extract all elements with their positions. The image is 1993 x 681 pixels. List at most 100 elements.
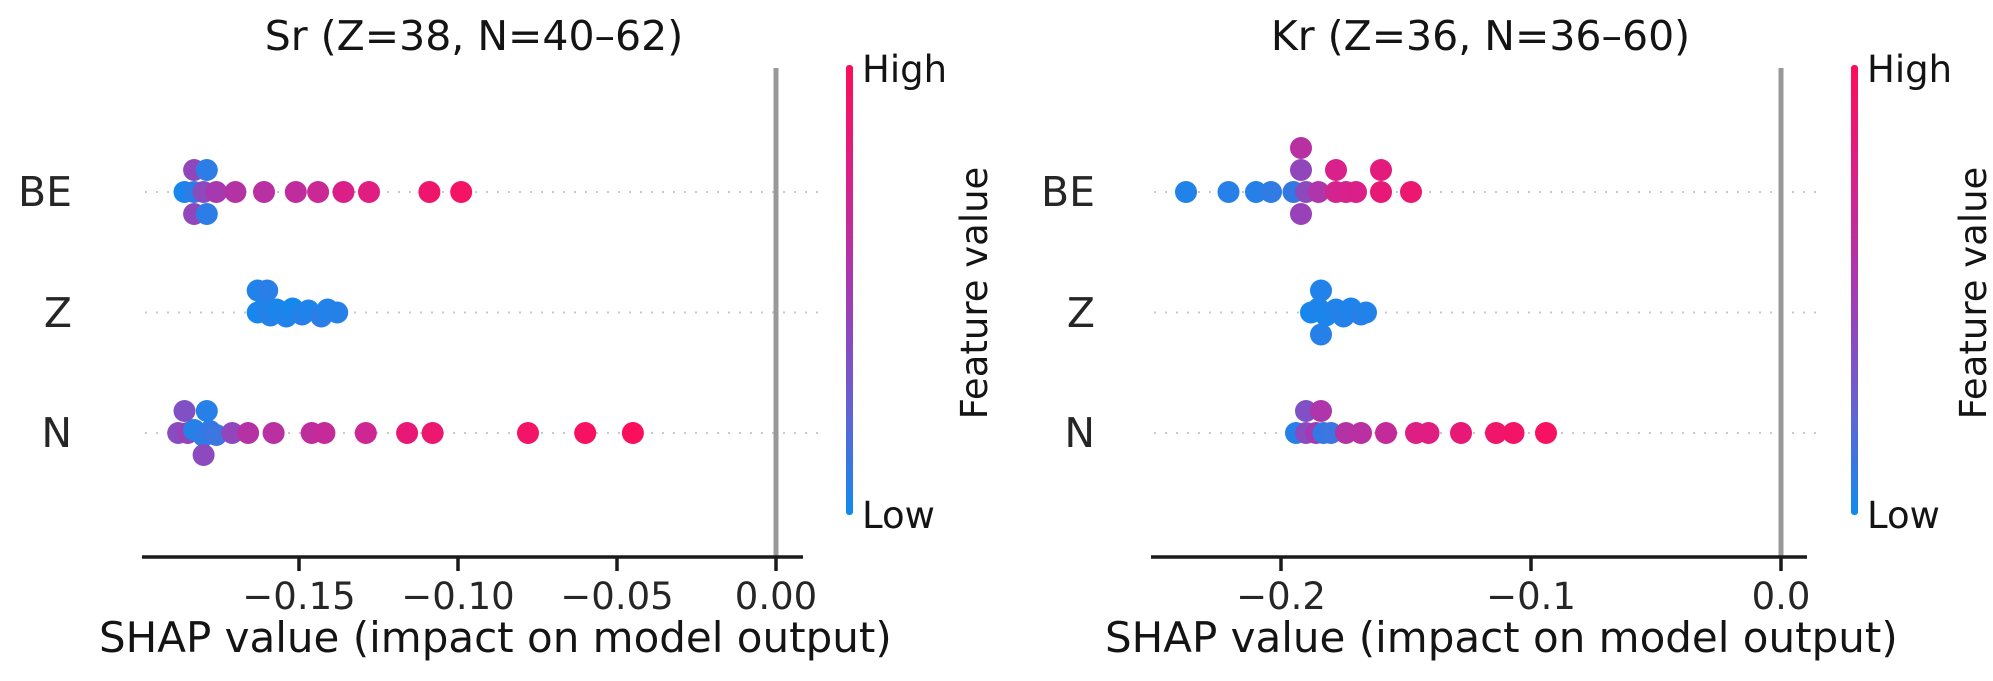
x-tick-label: −0.1: [1486, 575, 1576, 618]
data-point-n: [517, 422, 539, 444]
data-point-n: [621, 422, 644, 444]
colorbar-title-kr: Feature value: [1952, 166, 1993, 420]
data-point-n: [1312, 422, 1335, 444]
y-axis-label-z-kr: Z: [1066, 288, 1095, 337]
data-point-n: [1335, 422, 1357, 444]
data-point-z: [246, 279, 269, 302]
colorbar-kr: [1851, 65, 1858, 515]
data-point-n: [1320, 422, 1342, 444]
y-axis-label-be-sr: BE: [17, 168, 72, 216]
data-point-n: [1405, 422, 1427, 444]
data-point-n: [1485, 422, 1507, 444]
data-point-be: [173, 181, 196, 203]
data-point-be: [253, 181, 275, 203]
data-point-n: [199, 420, 221, 442]
data-point-n: [1305, 422, 1327, 444]
data-point-n: [1295, 400, 1317, 422]
colorbar-low-label-sr: Low: [862, 494, 935, 537]
data-point-z: [1307, 297, 1330, 320]
data-point-z: [281, 297, 304, 320]
x-axis-label-sr: SHAP value (impact on model output): [99, 613, 892, 662]
data-point-z: [316, 298, 339, 321]
colorbar-high-label-kr: High: [1867, 48, 1953, 91]
x-tick-label: 0.00: [735, 575, 817, 618]
data-point-be: [195, 159, 218, 181]
colorbar-low-label-kr: Low: [1867, 494, 1940, 537]
data-point-n: [1417, 422, 1440, 444]
data-point-be: [195, 203, 218, 225]
data-point-z: [256, 279, 279, 302]
data-point-n: [176, 422, 199, 444]
data-point-be: [224, 181, 247, 203]
data-point-z: [275, 305, 298, 328]
data-point-n: [421, 422, 444, 444]
data-point-be: [358, 181, 380, 203]
data-point-n: [1350, 422, 1372, 444]
data-point-n: [313, 422, 336, 444]
data-point-n: [173, 400, 196, 422]
data-point-be: [418, 181, 441, 203]
y-axis-label-z-sr: Z: [43, 288, 72, 337]
data-point-n: [221, 422, 244, 444]
data-point-z: [1355, 301, 1377, 324]
data-point-be: [1335, 181, 1357, 203]
data-point-n: [574, 422, 597, 444]
data-point-n: [1285, 422, 1307, 444]
data-point-be: [1370, 159, 1392, 181]
data-point-be: [332, 181, 355, 203]
data-point-z: [265, 298, 288, 321]
data-point-n: [237, 422, 260, 444]
data-point-n: [396, 422, 419, 444]
data-point-be: [1217, 181, 1240, 203]
data-point-z: [1350, 303, 1372, 326]
data-point-be: [183, 159, 206, 181]
data-point-be: [1290, 203, 1312, 225]
x-tick-label: −0.05: [560, 575, 673, 618]
data-point-z: [1310, 279, 1332, 302]
data-point-z: [1325, 298, 1347, 321]
data-point-be: [1325, 159, 1347, 181]
data-point-n: [167, 422, 190, 444]
data-point-be: [1325, 181, 1347, 203]
data-point-be: [1175, 181, 1197, 203]
y-axis-label-n-sr: N: [41, 409, 72, 457]
data-point-be: [1290, 137, 1312, 159]
data-point-be: [1260, 181, 1282, 203]
chart-title-kr: Kr (Z=36, N=36–60): [1270, 12, 1691, 60]
data-point-z: [259, 304, 282, 327]
x-tick-label: −0.10: [401, 575, 514, 618]
data-point-be: [192, 181, 215, 203]
chart-title-sr: Sr (Z=38, N=40–62): [264, 12, 684, 60]
data-point-be: [1345, 181, 1367, 203]
x-axis-label-kr: SHAP value (impact on model output): [1105, 613, 1898, 662]
data-point-z: [291, 303, 314, 326]
x-tick-label: 0.0: [1752, 575, 1811, 618]
data-point-z: [297, 299, 320, 322]
data-point-z: [1310, 323, 1332, 346]
data-point-be: [1245, 181, 1267, 203]
data-point-be: [1295, 181, 1317, 203]
data-point-be: [450, 181, 473, 203]
data-point-n: [1450, 422, 1472, 444]
data-point-z: [1315, 304, 1337, 327]
data-point-n: [354, 422, 377, 444]
data-point-n: [1535, 422, 1557, 444]
data-point-be: [205, 181, 228, 203]
data-point-n: [195, 400, 218, 422]
data-point-be: [1290, 159, 1312, 181]
y-axis-label-n-kr: N: [1064, 409, 1095, 457]
y-axis-label-be-kr: BE: [1040, 168, 1095, 216]
data-point-be: [1282, 181, 1305, 203]
x-tick-label: −0.15: [242, 575, 355, 618]
data-point-z: [253, 297, 275, 320]
colorbar-high-label-sr: High: [862, 48, 948, 91]
data-point-n: [1375, 422, 1397, 444]
colorbar-sr: [846, 65, 853, 515]
data-point-n: [192, 425, 215, 447]
data-point-n: [1295, 422, 1317, 444]
data-point-be: [307, 181, 330, 203]
data-point-be: [1400, 181, 1422, 203]
data-point-z: [1340, 297, 1362, 320]
data-point-n: [205, 424, 228, 446]
